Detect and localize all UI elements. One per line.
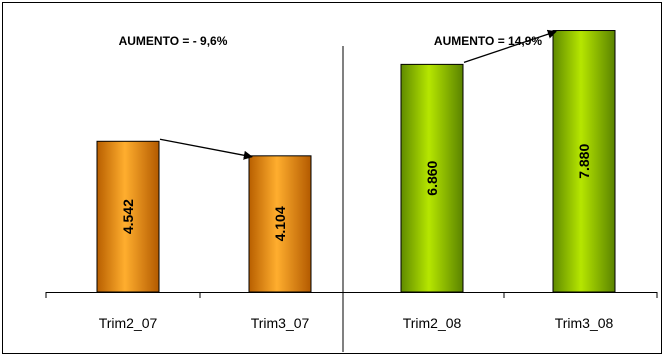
x-axis-ticks: Trim2_07 Trim3_07 Trim2_08 Trim3_08 <box>45 292 658 331</box>
trend-arrow-group-1 <box>159 138 253 160</box>
bar-trim3-07 <box>248 155 312 293</box>
bar-trim2-08 <box>400 63 464 293</box>
bar-value-label: 7.880 <box>576 144 592 179</box>
bars-layer <box>96 30 616 293</box>
bar-value-label: 4.542 <box>120 199 136 234</box>
x-tick-label: Trim2_08 <box>403 315 462 331</box>
bar-value-label: 4.104 <box>272 206 288 241</box>
x-tick-label: Trim3_08 <box>555 315 614 331</box>
bar-value-label: 6.860 <box>424 160 440 195</box>
bar-trim3-08 <box>552 30 616 293</box>
x-tick-label: Trim2_07 <box>99 315 158 331</box>
labels-layer: 4.542 4.104 6.860 7.880 <box>120 144 592 242</box>
x-tick-label: Trim3_07 <box>251 315 310 331</box>
annotation-group-1: AUMENTO = - 9,6% <box>119 34 228 48</box>
trend-arrow-group-2 <box>463 29 557 63</box>
arrows-layer <box>159 29 557 160</box>
